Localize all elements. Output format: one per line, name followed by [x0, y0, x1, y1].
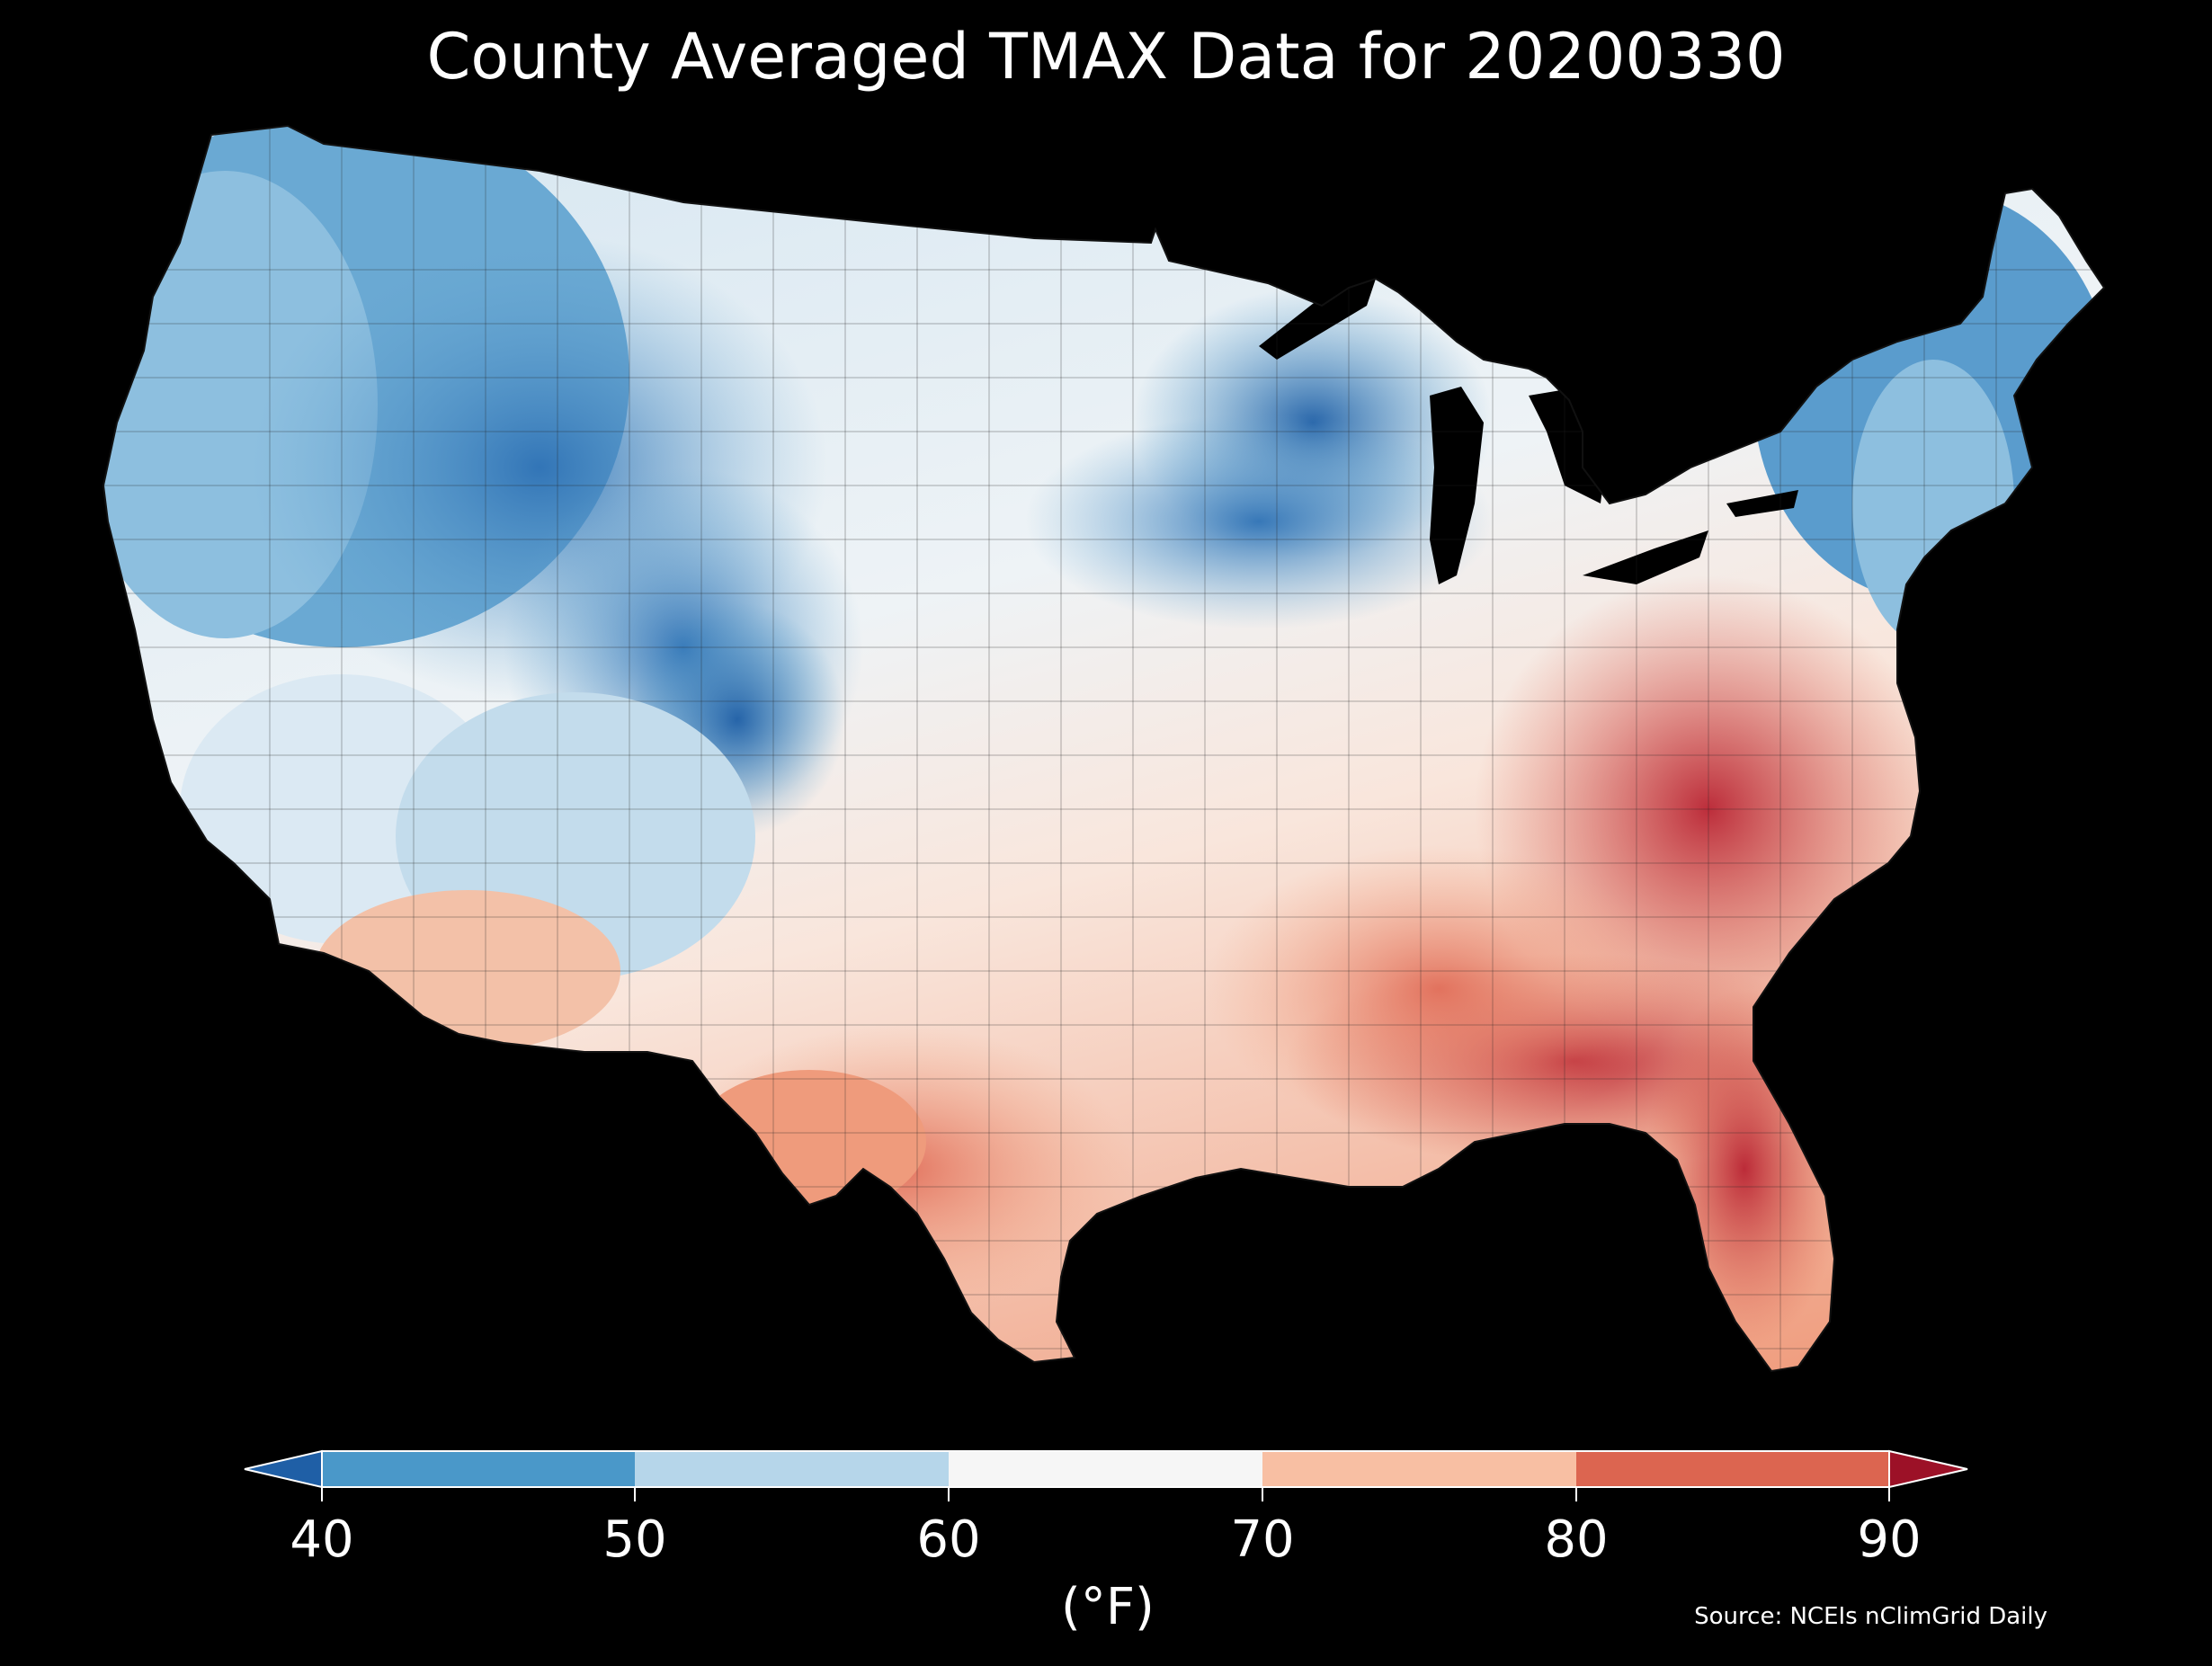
- colorbar-extend-high: [1888, 1449, 1968, 1489]
- colorbar-bin-80-90: [1576, 1451, 1889, 1487]
- colorbar-tick-label: 60: [916, 1510, 981, 1569]
- colorbar-bin-40-50: [322, 1451, 635, 1487]
- us-outline: [102, 124, 2106, 1373]
- colorbar-extend-low: [244, 1449, 323, 1489]
- colorbar-unit-label: (°F): [1061, 1578, 1155, 1636]
- colorbar-bin-70-80: [1262, 1451, 1576, 1487]
- great-lakes: [1259, 279, 1798, 584]
- map-title: County Averaged TMAX Data for 20200330: [426, 20, 1786, 94]
- colorbar-tick-label: 70: [1230, 1510, 1295, 1569]
- colorbar-tick-label: 80: [1544, 1510, 1609, 1569]
- colorbar-bin-60-70: [949, 1451, 1262, 1487]
- colorbar-ticks: [321, 1487, 1890, 1501]
- colorbar-bin-50-60: [635, 1451, 949, 1487]
- colorbar-tick-label: 50: [602, 1510, 667, 1569]
- colorbar-tick-label: 90: [1857, 1510, 1922, 1569]
- source-credit: Source: NCEIs nClimGrid Daily: [1694, 1603, 2047, 1630]
- colorbar-frame: [321, 1450, 1890, 1488]
- colorbar-tick-label: 40: [290, 1510, 354, 1569]
